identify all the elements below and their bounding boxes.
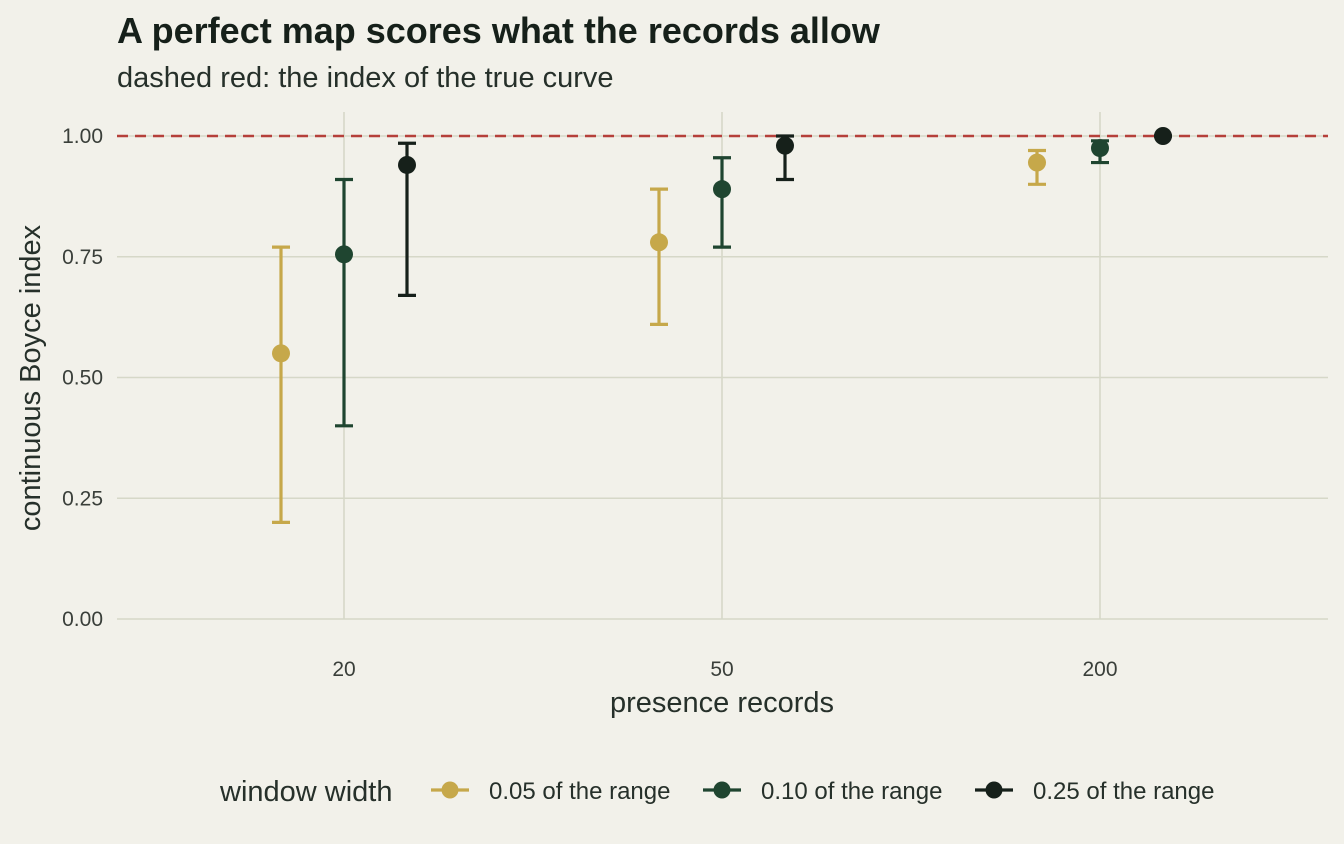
x-tick-label: 20 (332, 658, 355, 681)
legend-key-point (441, 781, 459, 799)
data-point (650, 233, 668, 252)
data-point (713, 180, 731, 199)
y-tick-label: 0.75 (62, 246, 103, 269)
axes: presence records continuous Boyce index … (15, 125, 1118, 719)
data-point (272, 344, 290, 363)
data-point (1154, 127, 1172, 145)
data-point (1028, 153, 1046, 172)
legend: window width 0.05 of the range 0.10 of th… (219, 776, 1214, 808)
x-tick-label: 50 (710, 658, 733, 681)
y-tick-label: 0.25 (62, 487, 103, 510)
legend-title: window width (219, 776, 392, 808)
y-tick-label: 0.50 (62, 367, 103, 390)
y-axis-title: continuous Boyce index (15, 224, 47, 531)
legend-key-point (713, 781, 731, 799)
x-axis-title: presence records (610, 687, 834, 719)
y-tick-label: 0.00 (62, 608, 103, 631)
legend-label: 0.25 of the range (1033, 778, 1214, 805)
data-point (335, 245, 353, 264)
legend-key-point (985, 781, 1003, 799)
data-marks (272, 127, 1172, 525)
data-point (1091, 139, 1109, 158)
data-point (776, 136, 794, 155)
chart-title: A perfect map scores what the records al… (117, 10, 880, 51)
data-point (398, 155, 416, 174)
x-tick-label: 200 (1082, 658, 1117, 681)
y-tick-label: 1.00 (62, 125, 103, 148)
chart-subtitle: dashed red: the index of the true curve (117, 62, 614, 94)
legend-label: 0.05 of the range (489, 778, 670, 805)
legend-label: 0.10 of the range (761, 778, 942, 805)
